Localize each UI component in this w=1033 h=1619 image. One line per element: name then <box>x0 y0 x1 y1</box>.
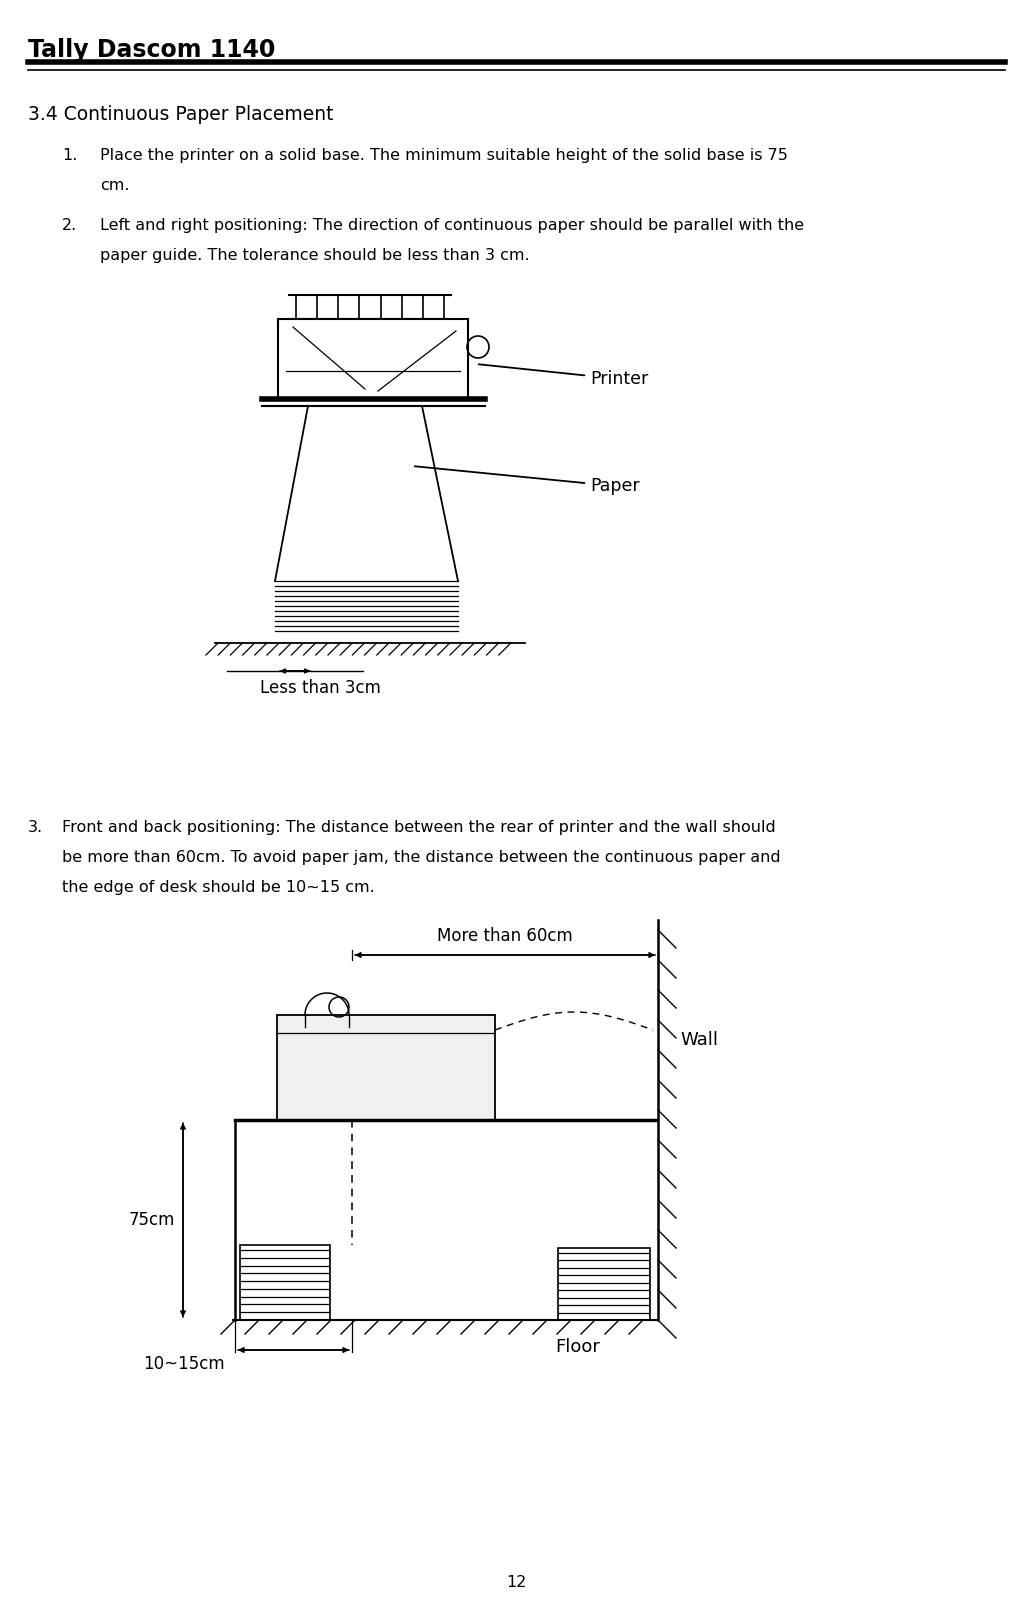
Text: 3.4 Continuous Paper Placement: 3.4 Continuous Paper Placement <box>28 105 334 125</box>
Text: Paper: Paper <box>415 466 639 495</box>
Bar <box>336 374 348 382</box>
Bar <box>372 374 384 382</box>
Text: paper guide. The tolerance should be less than 3 cm.: paper guide. The tolerance should be les… <box>100 248 530 262</box>
Bar <box>277 1015 495 1120</box>
Text: More than 60cm: More than 60cm <box>437 928 573 945</box>
Text: the edge of desk should be 10~15 cm.: the edge of desk should be 10~15 cm. <box>62 881 375 895</box>
Text: 3.: 3. <box>28 819 43 835</box>
Text: 1.: 1. <box>62 147 77 164</box>
Text: Wall: Wall <box>680 1031 718 1049</box>
Text: Left and right positioning: The direction of continuous paper should be parallel: Left and right positioning: The directio… <box>100 219 804 233</box>
Text: 10~15cm: 10~15cm <box>144 1355 225 1373</box>
Text: cm.: cm. <box>100 178 129 193</box>
Text: 12: 12 <box>506 1575 526 1590</box>
Bar <box>278 319 468 398</box>
Text: Front and back positioning: The distance between the rear of printer and the wal: Front and back positioning: The distance… <box>62 819 776 835</box>
Bar <box>240 1245 330 1319</box>
Text: Tally Dascom 1140: Tally Dascom 1140 <box>28 37 276 62</box>
Text: 2.: 2. <box>62 219 77 233</box>
Text: Less than 3cm: Less than 3cm <box>259 678 380 698</box>
Bar <box>558 1248 650 1319</box>
Text: Place the printer on a solid base. The minimum suitable height of the solid base: Place the printer on a solid base. The m… <box>100 147 788 164</box>
Text: 75cm: 75cm <box>129 1211 175 1229</box>
Bar <box>390 374 402 382</box>
Text: Printer: Printer <box>478 364 649 389</box>
Text: be more than 60cm. To avoid paper jam, the distance between the continuous paper: be more than 60cm. To avoid paper jam, t… <box>62 850 781 865</box>
Bar <box>354 374 366 382</box>
Text: Floor: Floor <box>556 1337 600 1357</box>
